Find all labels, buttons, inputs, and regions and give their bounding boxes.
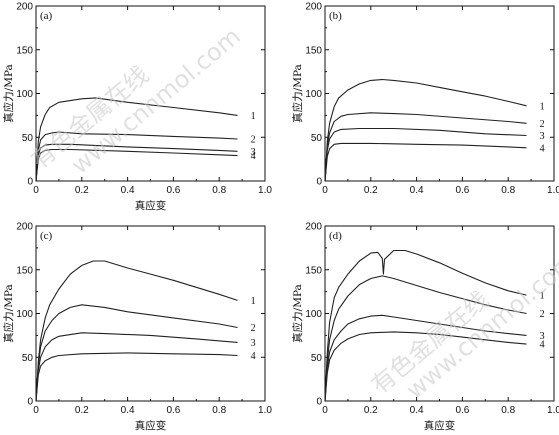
x-tick-label: 0.2 <box>75 405 89 416</box>
y-tick-label: 0 <box>27 397 33 408</box>
series-3-label: 3 <box>540 331 545 342</box>
x-tick-label: 0.8 <box>212 185 226 196</box>
series-1-line <box>35 97 238 182</box>
series-3-line <box>324 314 527 402</box>
x-tick-label: 0.6 <box>455 405 469 416</box>
panel-label: (c) <box>40 230 53 242</box>
y-tick-label: 100 <box>16 309 33 320</box>
x-tick-label: 0.4 <box>121 405 135 416</box>
panel-label: (b) <box>329 10 342 22</box>
y-tick-label: 50 <box>22 133 34 144</box>
series-4-line <box>324 331 527 402</box>
y-tick-label: 50 <box>22 353 34 364</box>
y-axis-title: 真应力/MPa <box>291 284 304 343</box>
y-tick-label: 0 <box>316 177 322 188</box>
y-tick-label: 50 <box>311 353 323 364</box>
panel-label: (d) <box>329 230 342 242</box>
series-3-label: 3 <box>251 338 256 349</box>
plot-frame <box>35 225 266 402</box>
series-2-label: 2 <box>251 135 256 146</box>
series-1-label: 1 <box>251 111 256 122</box>
series-1-label: 1 <box>540 291 545 302</box>
y-tick-label: 200 <box>305 2 322 13</box>
x-axis-title: 真应变 <box>135 199 167 212</box>
x-tick-label: 0 <box>33 185 39 196</box>
series-2-label: 2 <box>540 309 545 320</box>
x-tick-label: 0.2 <box>75 185 89 196</box>
y-tick-label: 200 <box>16 2 33 13</box>
series-4-label: 4 <box>540 143 545 154</box>
x-tick-label: 0.8 <box>501 405 515 416</box>
series-2-line <box>35 304 238 402</box>
x-tick-label: 0.4 <box>121 185 135 196</box>
x-tick-label: 0 <box>322 405 328 416</box>
series-4-line <box>324 142 527 182</box>
x-tick-label: 0.8 <box>212 405 226 416</box>
series-2-line <box>324 112 527 182</box>
series-4-line <box>35 148 238 182</box>
series-2-label: 2 <box>540 119 545 130</box>
x-tick-label: 0.6 <box>166 185 180 196</box>
x-axis-title: 真应变 <box>424 419 456 432</box>
series-1-label: 1 <box>540 101 545 112</box>
y-tick-label: 0 <box>27 177 33 188</box>
panel-4: 0 0.2 0.4 0.6 0.8 1.0 0 50 100 150 200 (d) 真应变 真应力/MP… <box>291 222 559 433</box>
panel-3: 0 0.2 0.4 0.6 0.8 1.0 0 50 100 150 200 (c) 真应变 真应力/MP… <box>2 222 272 433</box>
series-1-line <box>324 249 527 402</box>
series-4-line <box>35 352 238 402</box>
panel-2: 0 0.2 0.4 0.6 0.8 1.0 0 50 100 150 200 (b) 真应力/MPa 1 2… <box>291 2 559 197</box>
y-tick-label: 0 <box>316 397 322 408</box>
y-tick-label: 100 <box>305 309 322 320</box>
x-tick-label: 0.2 <box>364 185 378 196</box>
x-tick-label: 1.0 <box>258 405 272 416</box>
x-tick-label: 0.2 <box>364 405 378 416</box>
series-4-label: 4 <box>540 340 545 351</box>
series-3-line <box>35 143 238 182</box>
x-axis-title: 真应变 <box>135 419 167 432</box>
panel-1: 0 0.2 0.4 0.6 0.8 1.0 0 50 100 150 200 (a) 真应变 真应力/MP… <box>2 2 272 213</box>
series-2-line <box>324 275 527 402</box>
y-tick-label: 150 <box>16 45 33 56</box>
x-tick-label: 0.6 <box>455 185 469 196</box>
series-1-line <box>324 78 527 182</box>
y-tick-label: 200 <box>16 222 33 233</box>
y-axis-title: 真应力/MPa <box>291 64 304 123</box>
series-3-label: 3 <box>540 131 545 142</box>
x-tick-label: 0 <box>322 185 328 196</box>
y-tick-label: 100 <box>305 89 322 100</box>
x-tick-label: 0.4 <box>410 405 424 416</box>
series-3-line <box>35 332 238 402</box>
x-tick-label: 0.6 <box>166 405 180 416</box>
series-4-label: 4 <box>251 151 256 162</box>
series-4-label: 4 <box>251 351 256 362</box>
x-tick-label: 1.0 <box>547 185 559 196</box>
x-tick-label: 0.8 <box>501 185 515 196</box>
series-2-line <box>35 131 238 182</box>
y-tick-label: 150 <box>16 265 33 276</box>
plot-frame <box>324 5 555 182</box>
y-axis-title: 真应力/MPa <box>2 64 15 123</box>
series-3-label: 3 <box>251 147 256 158</box>
y-tick-label: 100 <box>16 89 33 100</box>
y-tick-label: 200 <box>305 222 322 233</box>
y-tick-label: 150 <box>305 45 322 56</box>
y-axis-title: 真应力/MPa <box>2 284 15 343</box>
x-tick-label: 0.4 <box>410 185 424 196</box>
series-1-line <box>35 260 238 402</box>
series-3-line <box>324 127 527 182</box>
series-1-label: 1 <box>251 296 256 307</box>
series-2-label: 2 <box>251 323 256 334</box>
x-tick-label: 0 <box>33 405 39 416</box>
x-tick-label: 1.0 <box>258 185 272 196</box>
y-tick-label: 150 <box>305 265 322 276</box>
panel-label: (a) <box>40 10 53 22</box>
x-tick-label: 1.0 <box>547 405 559 416</box>
y-tick-label: 50 <box>311 133 323 144</box>
watermark-url-bottom: www.cnnmol.com <box>401 247 559 404</box>
